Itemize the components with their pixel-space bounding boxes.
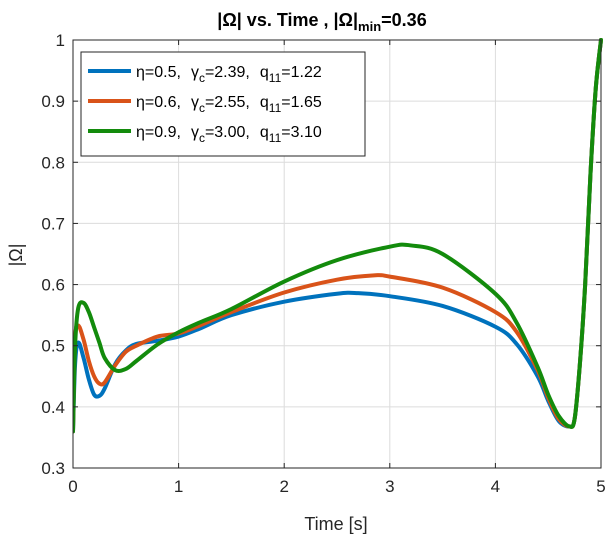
series-line-3 [73, 38, 603, 434]
legend-entry: η=0.6, γc=2.55, q11=1.65 [88, 94, 322, 115]
axes-frame [72, 39, 602, 469]
x-tick-label: 0 [68, 477, 77, 496]
series-lines [73, 38, 603, 434]
chart-title-subscript: min [358, 19, 381, 34]
chart-title-main: |Ω| vs. Time , |Ω| [217, 10, 358, 30]
legend-label: η=0.6, γc=2.55, q11=1.65 [136, 94, 322, 115]
y-tick-label: 0.9 [41, 92, 65, 111]
y-tick-label: 0.5 [41, 337, 65, 356]
y-tick-label: 1 [56, 31, 65, 50]
legend-label: η=0.5, γc=2.39, q11=1.22 [136, 64, 322, 85]
y-tick-label: 0.4 [41, 398, 65, 417]
x-tick-label: 1 [174, 477, 183, 496]
x-tick-label: 4 [491, 477, 500, 496]
chart-title-value: =0.36 [381, 10, 427, 30]
chart-title: |Ω| vs. Time , |Ω|min=0.36 [217, 10, 426, 34]
y-tick-label: 0.7 [41, 214, 65, 233]
y-axis-label: |Ω| [6, 244, 26, 267]
legend: η=0.5, γc=2.39, q11=1.22 η=0.6, γc=2.55, q11=… [80, 51, 366, 157]
y-tick-label: 0.6 [41, 276, 65, 295]
y-tick-label: 0.8 [41, 153, 65, 172]
x-tick-label: 3 [385, 477, 394, 496]
x-tick-label: 5 [596, 477, 605, 496]
legend-label: η=0.9, γc=3.00, q11=3.10 [136, 124, 322, 145]
x-axis-label: Time [s] [304, 514, 367, 534]
x-tick-label: 2 [279, 477, 288, 496]
y-tick-label: 0.3 [41, 459, 65, 478]
axis-ticks: 0 1 2 3 4 5 0.3 0.4 0.5 0.6 0.7 0.8 0.9 1 [41, 31, 605, 496]
legend-entry: η=0.9, γc=3.00, q11=3.10 [88, 124, 322, 145]
legend-entry: η=0.5, γc=2.39, q11=1.22 [88, 64, 322, 85]
